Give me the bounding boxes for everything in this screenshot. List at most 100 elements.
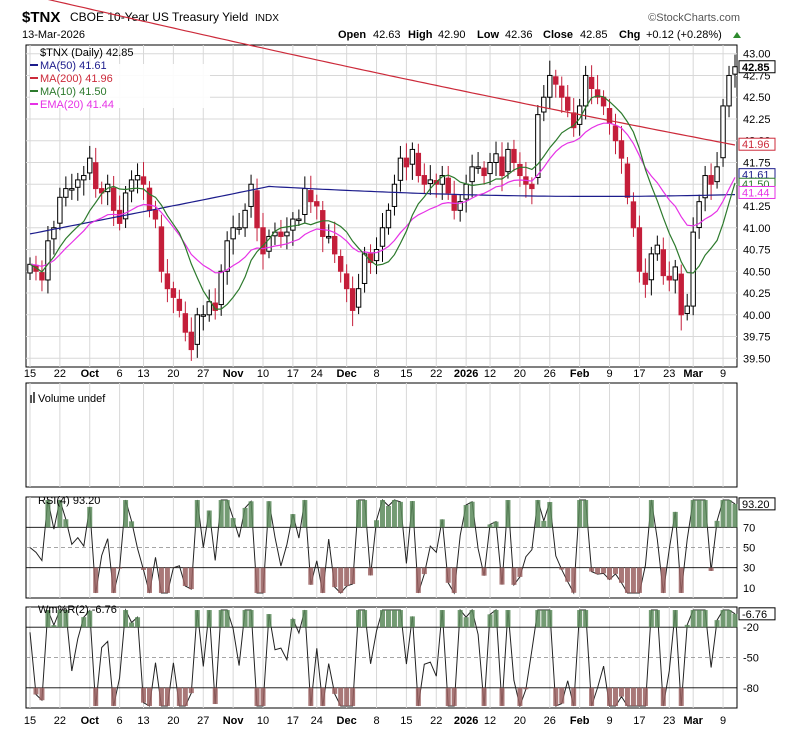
x-tick-label: 10 [257, 368, 269, 380]
rsi-oversold-fill [164, 567, 170, 593]
candle-body [505, 148, 511, 173]
x-tick-label: 2026 [454, 368, 478, 380]
willr-overbought-fill [583, 610, 589, 628]
rsi-overbought-fill [87, 506, 93, 528]
x-tick-label: 27 [197, 368, 209, 380]
x-tick-label: 22 [54, 715, 66, 727]
x-tick-label: 9 [720, 368, 726, 380]
volume-icon [33, 392, 35, 403]
rsi-overbought-fill [541, 520, 547, 528]
ma10-line [29, 95, 736, 310]
rsi-overbought-fill [266, 501, 272, 528]
willr-oversold-fill [254, 687, 260, 706]
x-tick-label: 2026 [454, 715, 478, 727]
candle-body [481, 167, 487, 177]
candle-body [320, 210, 326, 237]
candle-body [385, 209, 392, 229]
x-tick-label: 26 [544, 368, 556, 380]
willr-oversold-fill [158, 687, 164, 706]
rsi-oversold-fill [182, 567, 188, 587]
candle-body [361, 253, 368, 284]
candle-body [666, 275, 672, 281]
willr-badge-label: -6.76 [742, 609, 767, 621]
candle-body [278, 231, 284, 237]
legend-entry: $TNX (Daily) 42.85 [40, 47, 134, 59]
rsi-overbought-fill [714, 520, 720, 528]
willr-oversold-fill [517, 687, 523, 706]
candle-body [236, 227, 242, 230]
willr-overbought-fill [505, 610, 511, 628]
candle-body [439, 175, 445, 185]
y-tick-label: 40.75 [743, 245, 771, 257]
candle-body [326, 235, 332, 239]
ma200-line [47, 0, 736, 146]
rsi-oversold-fill [613, 567, 619, 574]
candle-body [672, 266, 678, 281]
candle-body [553, 76, 559, 85]
x-tick-label: 10 [257, 715, 269, 727]
candle-body [122, 192, 129, 220]
legend-bg [30, 64, 210, 108]
candle-body [457, 201, 463, 211]
rsi-overbought-fill [63, 519, 69, 528]
rsi-oversold-fill [559, 567, 565, 570]
rsi-overbought-fill [380, 500, 385, 528]
candle-body [511, 148, 517, 163]
willr-oversold-fill [39, 687, 45, 701]
candle-body [266, 235, 272, 252]
willr-overbought-fill [51, 625, 57, 628]
candle-body [170, 288, 177, 298]
x-tick-label: 20 [167, 715, 179, 727]
rsi-oversold-fill [146, 567, 152, 593]
volume-icon [30, 395, 32, 403]
price-badge [738, 137, 776, 151]
up-arrow-icon [733, 32, 741, 38]
candle-body [343, 273, 350, 290]
rsi-overbought-fill [672, 511, 678, 528]
willr-oversold-fill [613, 687, 619, 706]
x-tick-label: 15 [400, 368, 412, 380]
rsi-oversold-fill [158, 567, 164, 593]
candle-body [391, 183, 398, 207]
candle-body [696, 201, 702, 229]
close-label: Close [543, 29, 573, 41]
x-tick-label: 15 [24, 368, 36, 380]
candle-body [547, 74, 553, 98]
willr-overbought-fill [690, 610, 696, 628]
rsi-oversold-fill [111, 567, 117, 593]
rsi-tick-label: 10 [743, 583, 755, 595]
willr-overbought-fill [362, 610, 368, 628]
willr-oversold-fill [212, 687, 218, 705]
y-tick-label: 43.00 [743, 49, 771, 61]
price-badge-label: 42.85 [742, 62, 770, 74]
willr-overbought-fill [702, 610, 708, 628]
rsi-oversold-fill [595, 567, 601, 575]
y-tick-label: 39.50 [743, 353, 771, 365]
candle-body [630, 201, 637, 229]
candle-body [541, 96, 547, 113]
willr-overbought-fill [81, 617, 87, 628]
candle-body [463, 183, 469, 200]
willr-oversold-fill [630, 687, 636, 706]
candle-body [415, 152, 422, 177]
candle-body [594, 89, 601, 98]
candle-body [618, 140, 625, 159]
willr-oversold-fill [642, 687, 648, 706]
candle-body [642, 272, 649, 285]
willr-overbought-fill [356, 610, 362, 628]
willr-overbought-fill [87, 610, 93, 628]
willr-oversold-fill [678, 687, 684, 706]
rsi-oversold-fill [517, 567, 523, 577]
willr-overbought-fill [135, 617, 141, 628]
rsi-overbought-fill [732, 503, 738, 528]
x-tick-label: 26 [544, 715, 556, 727]
candle-body [194, 314, 200, 345]
rsi-badge-label: 93.20 [742, 499, 770, 511]
candle-body [559, 85, 565, 98]
candle-body [624, 163, 631, 198]
willr-oversold-fill [111, 687, 117, 706]
rsi-oversold-fill [499, 567, 505, 585]
willr-overbought-fill [302, 610, 308, 628]
legend-entry: MA(200) 41.96 [40, 73, 113, 85]
